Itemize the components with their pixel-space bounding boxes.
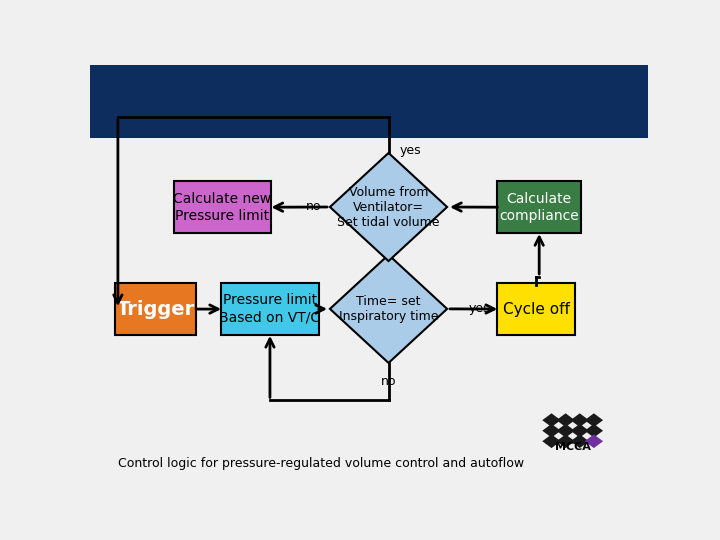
Text: Trigger: Trigger (117, 300, 194, 319)
FancyBboxPatch shape (498, 181, 581, 233)
Text: Pressure limit
Based on VT/C: Pressure limit Based on VT/C (220, 293, 320, 325)
Polygon shape (585, 413, 603, 427)
Text: no: no (381, 375, 396, 388)
Polygon shape (330, 153, 447, 261)
Text: Time= set
Inspiratory time: Time= set Inspiratory time (339, 295, 438, 323)
Polygon shape (570, 413, 589, 427)
Text: Control logic for pressure-regulated volume control and autoflow: Control logic for pressure-regulated vol… (118, 457, 524, 470)
FancyBboxPatch shape (221, 283, 319, 335)
Polygon shape (570, 434, 589, 448)
Polygon shape (557, 434, 575, 448)
FancyBboxPatch shape (115, 283, 196, 335)
Text: Calculate
compliance: Calculate compliance (499, 192, 579, 223)
Polygon shape (585, 434, 603, 448)
Text: Volume from
Ventilator=
Set tidal volume: Volume from Ventilator= Set tidal volume (337, 186, 440, 228)
FancyBboxPatch shape (174, 181, 271, 233)
Text: no: no (306, 200, 322, 213)
Text: yes: yes (400, 144, 421, 157)
Text: Cycle off: Cycle off (503, 301, 570, 316)
Bar (90, 65, 648, 138)
Polygon shape (542, 413, 561, 427)
Text: MCCA: MCCA (554, 442, 590, 453)
Polygon shape (557, 424, 575, 437)
Polygon shape (570, 424, 589, 437)
Text: Calculate new
Pressure limit: Calculate new Pressure limit (174, 192, 271, 223)
FancyBboxPatch shape (498, 283, 575, 335)
Polygon shape (330, 255, 447, 363)
Text: yes: yes (468, 301, 490, 314)
Polygon shape (542, 424, 561, 437)
Polygon shape (557, 413, 575, 427)
Polygon shape (542, 434, 561, 448)
Polygon shape (585, 424, 603, 437)
